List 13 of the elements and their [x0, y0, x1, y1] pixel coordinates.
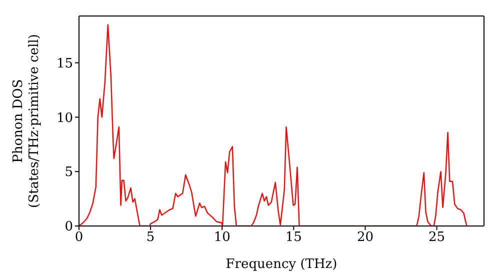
line-series — [79, 24, 468, 226]
x-tick-label: 5 — [146, 230, 155, 246]
x-tick-label: 20 — [356, 230, 374, 246]
y-tick-label: 0 — [64, 220, 73, 235]
y-tick-label: 15 — [56, 56, 73, 72]
y-axis-title: Phonon DOS (States/THz·primitive cell) — [11, 34, 42, 208]
x-tick-label: 15 — [285, 230, 302, 246]
x-tick-label: 0 — [74, 230, 84, 246]
x-tick-label: 10 — [214, 230, 230, 246]
y-tick-label: 5 — [64, 165, 73, 180]
x-axis-title: Frequency (THz) — [226, 257, 338, 272]
y-tick-label: 10 — [56, 110, 73, 126]
x-tick-label: 25 — [428, 230, 446, 246]
